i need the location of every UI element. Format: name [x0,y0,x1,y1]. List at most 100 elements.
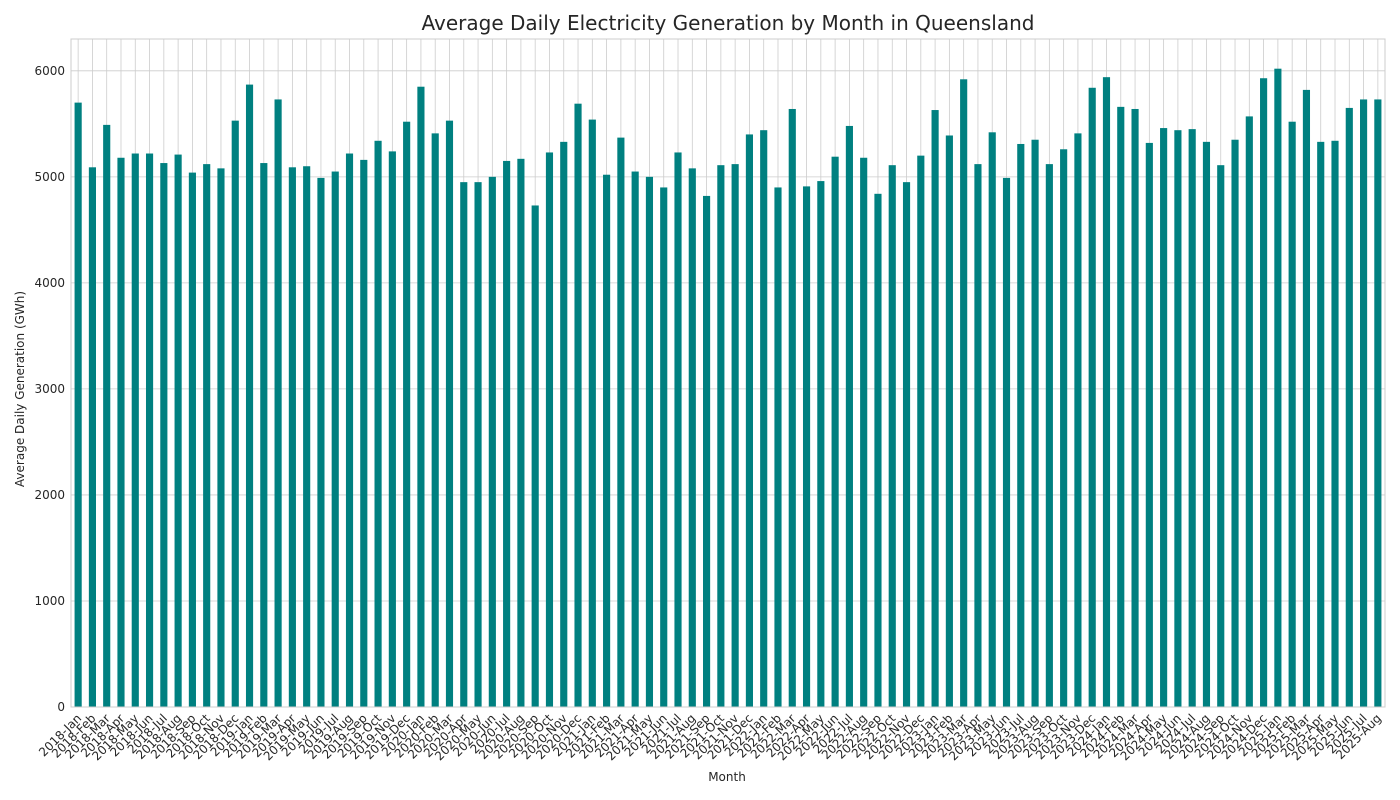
bar-2023-Aug [1031,139,1039,707]
bar-2024-Jun [1174,130,1182,707]
bar-2022-Feb [774,187,782,707]
y-tick-label: 6000 [34,64,65,78]
bar-2018-Apr [117,157,125,707]
bar-2020-May [474,182,482,708]
bar-2021-Jan [588,119,596,708]
bar-2020-Nov [560,141,568,707]
plot-border [70,38,1386,708]
bar-2022-Oct [888,165,896,707]
bar-2021-Nov [731,164,739,708]
bar-2023-Dec [1088,87,1096,708]
bar-2023-Sep [1045,164,1053,708]
bar-2018-Sep [188,172,196,708]
y-tick-label: 2000 [34,488,65,502]
bar-2024-Dec [1260,78,1268,707]
bar-2019-Sep [360,159,368,707]
y-tick-label: 0 [57,700,65,714]
x-axis-label: Month [708,770,746,784]
bar-2022-Dec [917,155,925,708]
bar-2020-Jul [503,160,511,707]
bar-2025-Jan [1274,68,1282,707]
bar-2025-Feb [1288,121,1296,707]
bar-2024-Oct [1231,139,1239,707]
bar-2021-Aug [688,168,696,707]
bar-2023-Mar [960,79,968,708]
bar-2025-Apr [1317,141,1325,707]
bar-2020-Jan [417,86,425,707]
bar-2024-Nov [1245,116,1253,707]
bar-2024-Mar [1131,108,1139,707]
bar-2023-Jul [1017,143,1025,707]
bar-2018-May [131,153,139,707]
bar-2022-Mar [788,108,796,707]
bar-2018-Jul [160,163,168,708]
bar-2020-Mar [445,120,454,707]
plot-frame [70,38,1386,708]
bar-2025-Mar [1302,89,1311,707]
bar-2021-Oct [717,165,725,707]
bar-2025-May [1331,140,1339,708]
y-axis-label: Average Daily Generation (GWh) [13,291,27,487]
bars [74,68,1382,708]
bar-2024-Jan [1102,77,1111,707]
bar-2022-Jul [845,125,853,707]
bar-2018-Aug [174,154,182,708]
bar-2024-Aug [1202,141,1211,707]
bar-2020-Jun [488,176,496,708]
bar-2020-Aug [517,158,525,708]
bar-2020-Apr [460,182,468,708]
bar-2023-Apr [974,164,982,708]
bar-2021-Jun [660,187,668,707]
bar-2019-Feb [260,163,268,708]
bar-2019-Dec [403,121,411,707]
bar-2021-May [645,176,654,708]
y-tick-label: 4000 [34,276,65,290]
bar-2023-Oct [1060,149,1068,707]
bar-2018-Feb [88,167,96,708]
y-tick-label: 1000 [34,594,65,608]
bar-2019-Jul [331,171,339,708]
bar-2020-Feb [431,133,439,707]
bar-2023-Jun [1002,177,1011,707]
bar-2020-Oct [545,152,554,707]
bar-2024-Apr [1145,142,1153,707]
bar-2024-Sep [1217,165,1225,707]
bar-2025-Jun [1345,107,1353,707]
bar-2025-Aug [1374,99,1382,707]
y-axis-ticks: 0 1000 2000 3000 4000 5000 6000 [34,64,65,714]
bar-2023-Jan [931,110,939,708]
bar-2018-Nov [217,168,225,707]
bar-2021-Jul [674,152,682,707]
bar-2019-May [303,166,311,707]
bar-2019-Mar [274,99,282,707]
bar-2023-Feb [945,135,953,707]
bar-2019-Aug [345,153,354,707]
bar-2024-Feb [1117,106,1125,707]
bar-2021-Feb [603,174,611,707]
bar-2022-May [817,181,825,708]
bar-2020-Dec [574,103,582,707]
y-tick-label: 3000 [34,382,65,396]
bar-2019-Apr [288,167,296,708]
bar-2023-Nov [1074,133,1082,707]
bar-2018-Jun [145,153,154,707]
chart-title: Average Daily Electricity Generation by … [422,11,1035,35]
bar-2021-Sep [703,195,711,707]
bar-2022-Nov [902,182,911,708]
bar-2019-Jun [317,177,325,707]
x-axis-ticks: 2018-Jan2018-Feb2018-Mar2018-Apr2018-May… [36,711,1384,763]
bar-2018-Dec [231,120,239,707]
bar-2019-Oct [374,140,382,708]
bar-2019-Jan [245,84,254,708]
bar-2024-Jul [1188,129,1196,708]
bar-2019-Nov [388,151,396,707]
bar-2022-Jun [831,156,839,707]
bar-2021-Mar [617,137,625,708]
bar-2021-Dec [745,134,753,707]
bar-2020-Sep [531,205,539,707]
bar-2018-Oct [203,164,211,708]
bar-2018-Jan [74,102,82,708]
bar-2023-May [988,132,996,708]
bar-2022-Apr [802,186,811,707]
